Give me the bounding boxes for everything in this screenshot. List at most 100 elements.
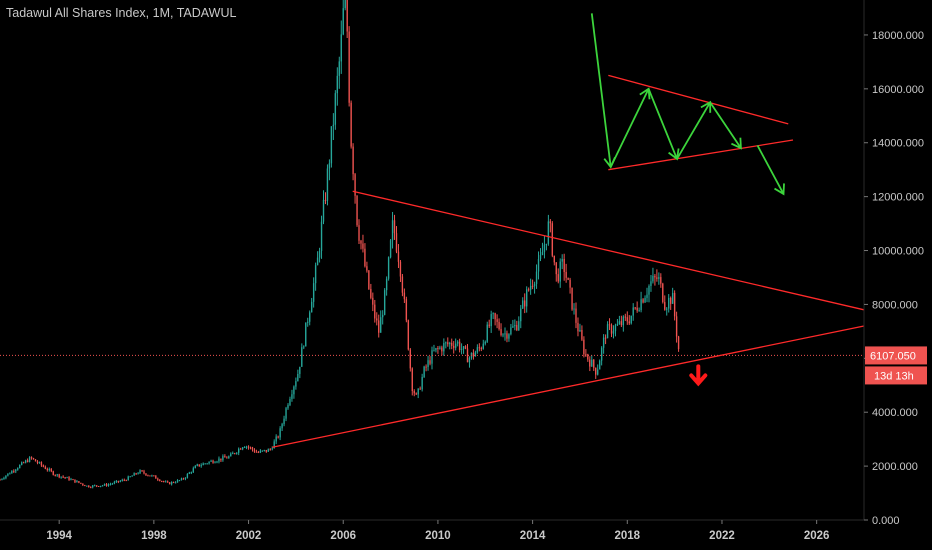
candle-body	[614, 325, 617, 332]
candle-body	[97, 486, 100, 488]
candle-body	[299, 366, 301, 374]
candle-body	[604, 337, 607, 339]
candle-body	[362, 243, 364, 249]
y-tick-label: 14000.000	[872, 138, 924, 150]
candle-body	[297, 373, 299, 382]
candle-body	[336, 75, 339, 94]
candle-body	[170, 482, 173, 485]
candle-body	[612, 331, 615, 334]
candle-body	[559, 261, 561, 282]
candle-body	[520, 308, 522, 322]
candle-body	[618, 321, 621, 324]
candle-body	[32, 458, 35, 460]
candle-body	[285, 408, 287, 419]
candle-body	[650, 281, 652, 286]
candle-body	[1, 478, 3, 480]
candle-body	[320, 221, 323, 251]
candle-body	[391, 220, 394, 241]
candle-body	[245, 446, 248, 448]
candle-body	[143, 471, 145, 474]
annotation-channel-line[interactable]	[608, 139, 794, 171]
trendline-upper[interactable]	[352, 190, 865, 311]
price-tag-box	[865, 346, 927, 365]
candle-body	[214, 462, 216, 464]
candle-body	[425, 366, 427, 368]
candle-body	[303, 346, 305, 348]
candle-body	[13, 470, 15, 472]
candle-body	[579, 329, 581, 332]
candle-body	[50, 469, 52, 472]
candle-body	[504, 333, 506, 335]
candle-body	[310, 301, 313, 313]
candle-body	[585, 354, 587, 356]
candle-body	[159, 479, 161, 482]
candle-body	[220, 458, 222, 461]
y-tick-label: 8000.000	[872, 299, 918, 311]
candle-body	[620, 321, 623, 326]
candle-body	[293, 386, 295, 395]
candle-body	[210, 460, 212, 462]
candle-body	[567, 277, 569, 280]
candle-body	[111, 483, 114, 485]
candle-body	[397, 251, 400, 262]
candle-body	[600, 347, 603, 361]
candle-body	[52, 471, 54, 475]
candle-body	[447, 342, 449, 345]
candle-body	[429, 360, 431, 364]
candle-body	[638, 310, 640, 312]
trendline-lower[interactable]	[272, 325, 865, 448]
candle-body	[72, 479, 74, 481]
green-arrow-down-1	[590, 13, 612, 168]
candle-body	[277, 436, 279, 438]
candle-body	[364, 248, 366, 267]
candle-body	[449, 342, 451, 345]
countdown-label: 13d 13h	[874, 370, 914, 382]
candle-body	[232, 453, 234, 455]
y-tick-label: 2000.000	[872, 461, 918, 473]
y-tick-label: 16000.000	[872, 84, 924, 96]
candle-body	[239, 448, 242, 450]
annotation-channel-line[interactable]	[608, 74, 789, 125]
candle-body	[616, 323, 619, 326]
candle-body	[666, 308, 668, 310]
candle-body	[64, 477, 66, 479]
candle-body	[628, 321, 630, 324]
candle-body	[453, 345, 455, 348]
candle-body	[486, 324, 488, 342]
candle-body	[109, 483, 112, 485]
candle-body	[488, 324, 490, 327]
candle-body	[283, 418, 285, 425]
candle-body	[656, 277, 658, 279]
candle-body	[168, 482, 171, 485]
candle-body	[630, 315, 632, 324]
candle-body	[476, 347, 479, 353]
candle-body	[34, 459, 37, 462]
candle-body	[218, 458, 220, 462]
candle-body	[387, 257, 390, 279]
candle-body	[587, 354, 589, 360]
green-arrow-down-3	[709, 101, 742, 149]
x-tick-label: 2022	[709, 530, 735, 542]
candle-body	[249, 447, 252, 449]
candle-body	[506, 333, 508, 339]
candle-body	[370, 288, 372, 298]
candle-body	[543, 244, 546, 253]
candle-body	[271, 448, 273, 450]
candle-body	[5, 475, 7, 479]
candle-body	[427, 360, 429, 367]
candle-body	[533, 283, 536, 287]
candle-body	[332, 124, 335, 127]
candle-body	[421, 376, 423, 390]
candle-body	[403, 292, 406, 300]
candle-body	[305, 322, 307, 347]
candle-body	[348, 31, 350, 103]
candle-body	[634, 307, 636, 309]
candle-body	[675, 316, 678, 337]
candle-body	[192, 468, 195, 473]
candle-body	[253, 449, 256, 452]
candle-body	[113, 481, 116, 484]
candle-body	[636, 307, 638, 311]
candle-body	[99, 485, 102, 487]
candle-body	[95, 485, 98, 487]
